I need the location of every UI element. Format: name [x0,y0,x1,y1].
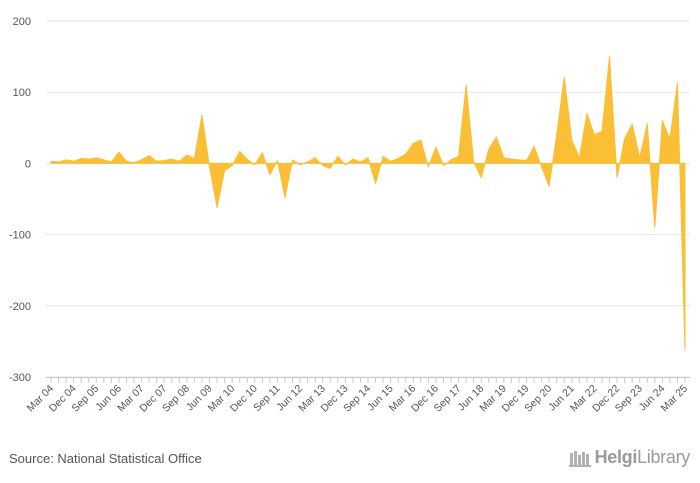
logo-text-library: Library [637,447,690,467]
y-tick-label: 100 [13,87,31,99]
library-icon [568,450,591,467]
y-tick-label: -200 [9,301,31,313]
area-series [50,56,686,351]
y-tick-label: -300 [9,372,31,384]
source-note: Source: National Statistical Office [9,451,202,466]
y-tick-label: 0 [25,158,31,170]
y-tick-label: 200 [13,16,31,28]
y-axis: 200 100 0 -100 -200 -300 [9,16,31,384]
y-tick-label: -100 [9,230,31,242]
area-fill [50,56,686,351]
logo-text-helgi: Helgi [594,447,638,467]
grid [46,20,690,378]
helgi-library-logo[interactable]: Helgi Library [568,447,690,468]
